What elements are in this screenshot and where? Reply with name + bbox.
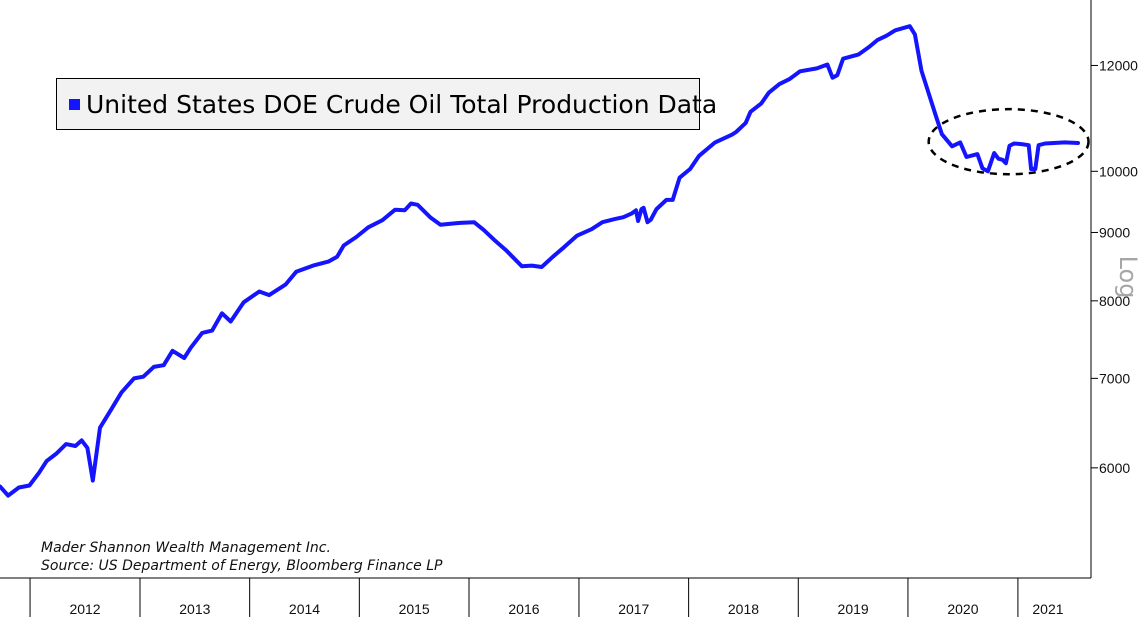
footnote-source: Source: US Department of Energy, Bloombe…	[41, 558, 443, 574]
log-scale-label: Log	[1114, 255, 1142, 299]
x-tick-label: 2014	[289, 601, 320, 617]
y-tick-label: 6000	[1099, 460, 1130, 476]
plot-area	[0, 24, 1090, 498]
x-tick-label: 2013	[179, 601, 210, 617]
x-tick-label: 2012	[69, 601, 100, 617]
y-tick-label: 9000	[1099, 224, 1130, 240]
x-tick-label: 2019	[838, 601, 869, 617]
x-axis: 2012 2013 2014 2015 2016 2017 2018 2019 2020 2021	[29, 578, 1064, 617]
highlight-ellipse	[927, 107, 1090, 176]
y-axis: 6000 7000 8000 9000 10000 12000	[1091, 57, 1138, 476]
y-tick-label: 10000	[1099, 163, 1138, 179]
x-tick-label: 2020	[947, 601, 978, 617]
x-tick-label: 2017	[618, 601, 649, 617]
series-line	[0, 24, 1080, 498]
x-tick-label: 2015	[399, 601, 430, 617]
y-tick-label: 12000	[1099, 57, 1138, 73]
y-tick-label: 7000	[1099, 370, 1130, 386]
legend: United States DOE Crude Oil Total Produc…	[56, 78, 717, 130]
x-tick-label: 2018	[728, 601, 759, 617]
x-tick-label: 2021	[1032, 601, 1063, 617]
legend-label: United States DOE Crude Oil Total Produc…	[86, 89, 718, 119]
legend-swatch	[69, 98, 80, 110]
footnote-credit: Mader Shannon Wealth Management Inc.	[41, 540, 331, 556]
x-tick-label: 2016	[508, 601, 539, 617]
y-tick-label: 8000	[1099, 293, 1130, 309]
